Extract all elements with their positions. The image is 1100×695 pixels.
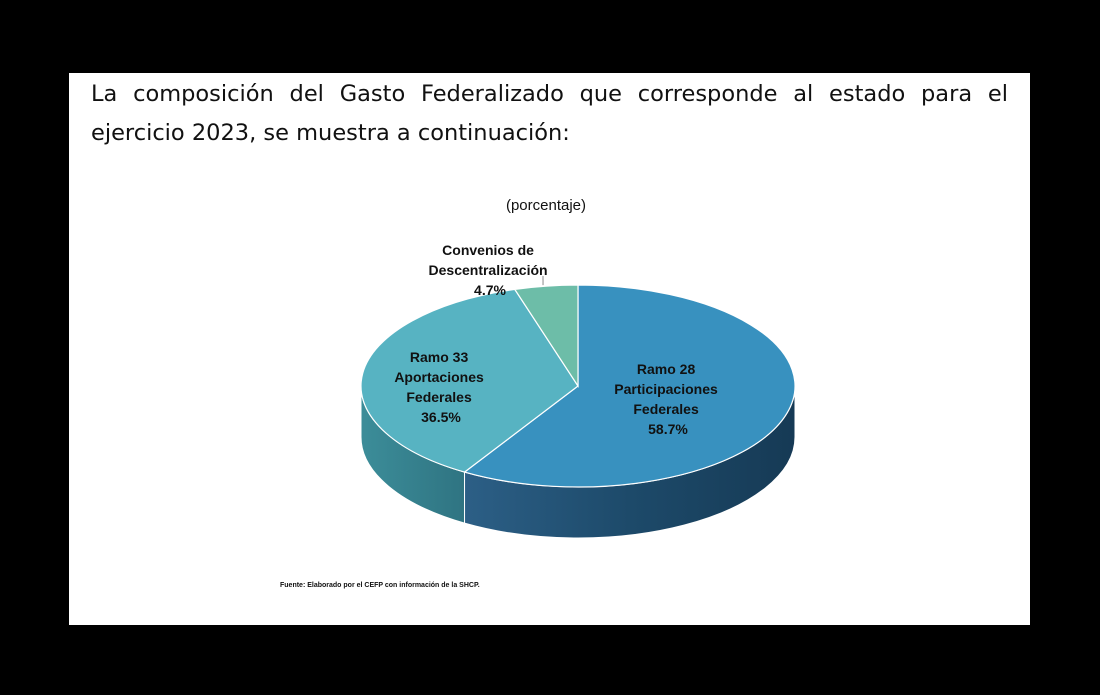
chart-source: Fuente: Elaborado por el CEFP con inform… bbox=[280, 582, 480, 589]
pie-slice-ramo-33 bbox=[360, 288, 579, 473]
pie-chart: (porcentaje) Ramo 28 Participaciones Fed… bbox=[280, 197, 796, 589]
pie-slice-convenios bbox=[513, 284, 579, 389]
slice-label-ramo-33: Ramo 33 Aportaciones Federales 36.5% bbox=[394, 349, 487, 425]
slice-label-ramo-28: Ramo 28 Participaciones Federales 58.7% bbox=[614, 361, 721, 437]
value-label: 4.7% bbox=[474, 282, 506, 298]
label-line: Ramo 28 bbox=[637, 361, 696, 377]
label-line: Descentralización bbox=[429, 262, 548, 278]
slice-label-convenios: Convenios de Descentralización 4.7% bbox=[429, 242, 552, 298]
intro-paragraph: La composición del Gasto Federalizado qu… bbox=[91, 81, 1008, 146]
label-line: Participaciones bbox=[614, 381, 718, 397]
label-line: Aportaciones bbox=[394, 369, 484, 385]
label-line: Ramo 33 bbox=[410, 349, 469, 365]
chart-subtitle: (porcentaje) bbox=[506, 197, 586, 214]
label-line: Convenios de bbox=[442, 242, 534, 258]
value-label: 36.5% bbox=[421, 409, 461, 425]
value-label: 58.7% bbox=[648, 421, 688, 437]
label-line: Federales bbox=[633, 401, 699, 417]
pie-slice-ramo-28 bbox=[463, 284, 796, 488]
label-line: Federales bbox=[406, 389, 472, 405]
document-page: La composición del Gasto Federalizado qu… bbox=[69, 73, 1030, 625]
